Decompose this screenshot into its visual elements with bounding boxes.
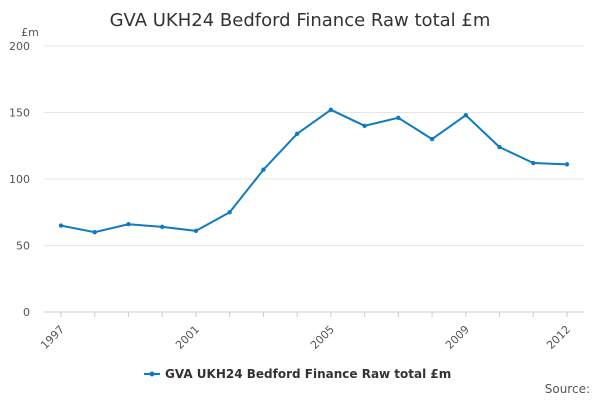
legend[interactable]: GVA UKH24 Bedford Finance Raw total £m — [144, 367, 451, 381]
data-point-2000[interactable] — [160, 224, 165, 230]
data-point-2005[interactable] — [328, 107, 334, 113]
data-point-1999[interactable] — [126, 222, 131, 227]
x-tick-label-2009: 2009 — [443, 323, 472, 352]
y-tick-label-150: 150 — [9, 107, 30, 120]
data-point-2009[interactable] — [463, 112, 468, 118]
data-point-1997[interactable] — [58, 223, 64, 228]
data-point-2010[interactable] — [497, 144, 502, 150]
data-point-2007[interactable] — [396, 115, 401, 121]
data-point-2004[interactable] — [294, 131, 300, 136]
x-axis: 1997 2001 2005 2009 2012 — [38, 311, 584, 352]
y-tick-label-0: 0 — [23, 306, 30, 319]
data-point-1998[interactable] — [92, 230, 97, 235]
data-point-2006[interactable] — [362, 123, 367, 128]
data-point-2002[interactable] — [227, 210, 232, 215]
source-label: Source: — [545, 382, 590, 396]
y-tick-label-100: 100 — [9, 173, 30, 186]
data-point-2008[interactable] — [429, 136, 435, 142]
gridlines — [44, 45, 584, 246]
x-tick-label-2012: 2012 — [544, 323, 573, 352]
data-point-2011[interactable] — [531, 160, 536, 166]
data-point-2001[interactable] — [193, 228, 199, 234]
y-axis-ticks: 0 50 100 150 200 — [9, 40, 30, 319]
legend-label: GVA UKH24 Bedford Finance Raw total £m — [165, 367, 451, 381]
data-point-2012[interactable] — [564, 162, 570, 167]
y-unit-label: £m — [21, 26, 39, 39]
data-point-2003[interactable] — [261, 167, 266, 172]
y-tick-label-200: 200 — [9, 40, 30, 53]
series-line-0 — [60, 108, 568, 234]
series-layer — [58, 107, 570, 235]
x-tick-label-2005: 2005 — [308, 323, 337, 352]
x-tick-label-1997: 1997 — [38, 323, 67, 352]
y-tick-label-50: 50 — [16, 240, 30, 253]
chart-title: GVA UKH24 Bedford Finance Raw total £m — [110, 10, 491, 31]
legend-marker-swatch — [149, 371, 155, 377]
x-tick-label-2001: 2001 — [173, 323, 202, 352]
